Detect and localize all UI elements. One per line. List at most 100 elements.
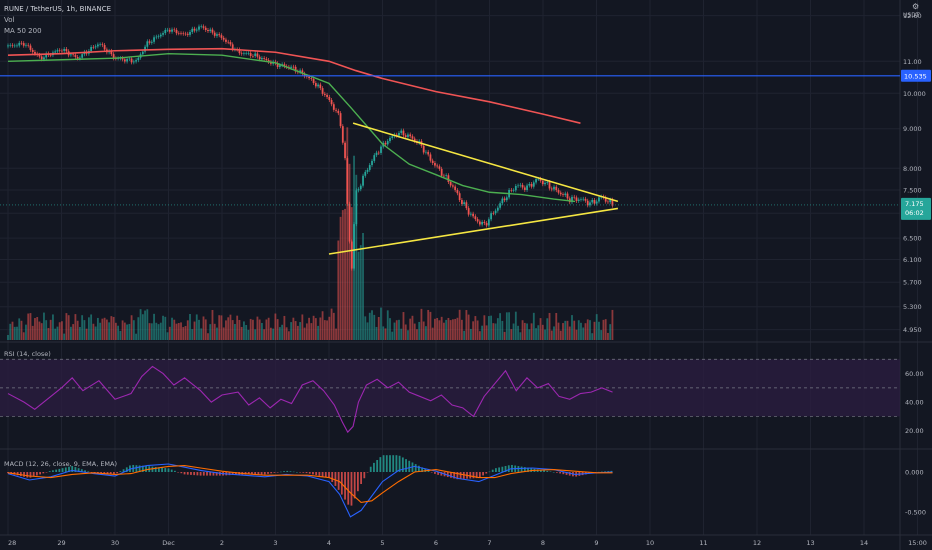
volume-bar bbox=[193, 321, 196, 340]
volume-bar bbox=[296, 325, 299, 340]
volume-bar bbox=[389, 318, 391, 340]
volume-bar bbox=[252, 319, 254, 340]
candle-body bbox=[476, 219, 479, 222]
macd-histogram-bar bbox=[559, 472, 562, 474]
candle-body bbox=[584, 198, 587, 201]
macd-histogram-bar bbox=[52, 470, 54, 472]
macd-histogram-bar bbox=[450, 472, 452, 478]
volume-bar bbox=[144, 310, 146, 340]
candle-body bbox=[431, 160, 434, 164]
macd-histogram-bar bbox=[283, 471, 285, 472]
candle-body bbox=[319, 84, 322, 89]
time-tick-label: 7 bbox=[487, 539, 491, 547]
volume-bar bbox=[366, 322, 369, 340]
volume-bar bbox=[272, 328, 275, 340]
volume-bar bbox=[110, 316, 113, 340]
candle-body bbox=[92, 46, 95, 48]
volume-bar bbox=[240, 326, 243, 340]
volume-bar bbox=[173, 319, 176, 340]
ma-legend[interactable]: MA 50 200 bbox=[4, 27, 42, 35]
gear-icon[interactable]: ⚙ bbox=[912, 2, 920, 11]
volume-bar bbox=[25, 324, 27, 340]
macd-histogram-bar bbox=[315, 472, 318, 476]
candle-body bbox=[523, 187, 526, 190]
macd-histogram-bar bbox=[138, 465, 141, 472]
volume-bar bbox=[171, 317, 173, 340]
candle-body bbox=[49, 54, 52, 56]
candle-body bbox=[34, 51, 36, 54]
candle-body bbox=[344, 142, 346, 159]
price-tick-label: 9.000 bbox=[903, 125, 922, 133]
macd-histogram-bar bbox=[427, 470, 430, 472]
candle-body bbox=[265, 58, 268, 61]
candle-body bbox=[501, 198, 504, 204]
volume-bar bbox=[92, 323, 95, 340]
macd-histogram-bar bbox=[430, 472, 433, 473]
volume-bar bbox=[571, 315, 573, 340]
volume-bar bbox=[445, 319, 448, 340]
candle-body bbox=[485, 223, 488, 226]
volume-bar bbox=[476, 320, 479, 340]
volume-bar bbox=[584, 323, 587, 340]
price-tick-label: 4.950 bbox=[903, 326, 922, 334]
macd-histogram-bar bbox=[244, 472, 247, 475]
candle-body bbox=[607, 201, 609, 203]
volume-bar bbox=[299, 322, 302, 340]
candle-body bbox=[18, 42, 21, 46]
volume-bar bbox=[20, 320, 23, 340]
macd-histogram-bar bbox=[180, 472, 183, 474]
macd-histogram-bar bbox=[257, 472, 260, 475]
volume-bar bbox=[312, 315, 315, 340]
macd-histogram-bar bbox=[164, 468, 167, 472]
candle-body bbox=[99, 44, 102, 45]
candle-body bbox=[530, 183, 533, 187]
candle-body bbox=[335, 109, 337, 111]
macd-histogram-bar bbox=[19, 472, 22, 477]
symbol-title[interactable]: RUNE / TetherUS, 1h, BINANCE bbox=[4, 5, 112, 13]
candle-body bbox=[11, 45, 14, 46]
time-tick-label: 29 bbox=[57, 539, 65, 547]
candle-body bbox=[180, 33, 182, 34]
candle-body bbox=[402, 130, 405, 136]
volume-bar bbox=[393, 322, 396, 340]
last-price-label: 7.175 bbox=[905, 200, 924, 208]
volume-bar bbox=[222, 327, 225, 340]
candle-body bbox=[13, 45, 16, 47]
volume-bar bbox=[184, 326, 187, 340]
candle-body bbox=[153, 37, 155, 42]
macd-histogram-bar bbox=[119, 471, 122, 472]
volume-bar bbox=[157, 324, 160, 340]
candle-body bbox=[364, 171, 367, 176]
candle-body bbox=[175, 29, 178, 34]
candle-body bbox=[323, 93, 326, 95]
volume-legend[interactable]: Vol bbox=[4, 16, 15, 24]
volume-bar bbox=[400, 328, 403, 340]
volume-bar bbox=[146, 309, 149, 340]
candle-body bbox=[395, 134, 398, 136]
candle-body bbox=[339, 113, 342, 127]
macd-histogram-bar bbox=[48, 471, 51, 472]
candle-body bbox=[225, 39, 227, 42]
candle-body bbox=[458, 193, 461, 201]
macd-histogram-bar bbox=[610, 470, 613, 472]
price-tick-label: 12.60 bbox=[903, 12, 922, 20]
candle-body bbox=[25, 44, 27, 46]
volume-bar bbox=[61, 321, 63, 340]
candle-body bbox=[517, 185, 519, 187]
macd-histogram-bar bbox=[170, 469, 173, 472]
macd-histogram-bar bbox=[68, 466, 70, 472]
macd-histogram-bar bbox=[193, 472, 196, 476]
macd-histogram-bar bbox=[459, 472, 462, 480]
macd-tick-label: -0.500 bbox=[905, 509, 926, 517]
macd-histogram-bar bbox=[55, 469, 58, 472]
macd-line bbox=[7, 463, 613, 518]
candle-body bbox=[510, 190, 513, 191]
macd-histogram-bar bbox=[495, 468, 497, 472]
volume-bar bbox=[434, 318, 436, 340]
macd-histogram-bar bbox=[350, 472, 353, 506]
macd-histogram-bar bbox=[177, 472, 180, 473]
candle-body bbox=[227, 41, 230, 43]
time-tick-label: 10 bbox=[646, 539, 654, 547]
macd-histogram-bar bbox=[87, 471, 90, 472]
